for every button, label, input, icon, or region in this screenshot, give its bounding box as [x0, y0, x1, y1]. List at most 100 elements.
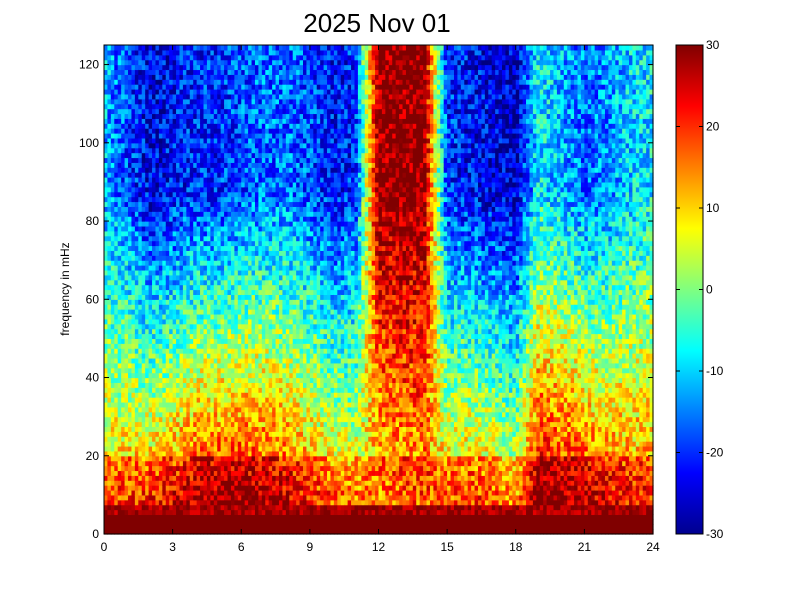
heatmap-cell	[138, 304, 143, 310]
heatmap-cell	[104, 79, 109, 85]
heatmap-cell	[152, 450, 157, 457]
heatmap-cell	[189, 318, 194, 325]
heatmap-cell	[169, 289, 174, 295]
heatmap-cell	[254, 348, 259, 354]
heatmap-cell	[224, 406, 229, 413]
heatmap-cell	[237, 509, 242, 516]
heatmap-cell	[172, 519, 177, 525]
heatmap-cell	[254, 485, 259, 491]
heatmap-cell	[237, 348, 242, 354]
heatmap-cell	[227, 206, 232, 212]
heatmap-cell	[107, 499, 112, 506]
heatmap-cell	[169, 225, 174, 232]
heatmap-cell	[121, 152, 126, 159]
heatmap-cell	[193, 362, 198, 369]
heatmap-cell	[200, 445, 205, 452]
heatmap-cell	[217, 128, 222, 134]
heatmap-cell	[251, 353, 256, 359]
heatmap-cell	[121, 157, 126, 163]
heatmap-cell	[176, 514, 181, 520]
heatmap-cell	[248, 465, 253, 472]
heatmap-cell	[258, 411, 263, 418]
heatmap-cell	[254, 172, 259, 178]
heatmap-cell	[165, 372, 170, 379]
heatmap-cell	[265, 147, 270, 154]
heatmap-cell	[227, 485, 232, 491]
heatmap-cell	[134, 250, 139, 256]
heatmap-cell	[169, 450, 174, 457]
heatmap-cell	[217, 74, 222, 80]
heatmap-cell	[176, 74, 181, 80]
heatmap-cell	[172, 289, 177, 295]
heatmap-cell	[230, 172, 235, 178]
heatmap-cell	[152, 98, 157, 105]
heatmap-cell	[182, 397, 187, 403]
heatmap-cell	[206, 529, 211, 535]
heatmap-cell	[196, 450, 201, 457]
heatmap-cell	[206, 514, 211, 520]
heatmap-cell	[261, 235, 266, 242]
heatmap-cell	[186, 64, 191, 71]
heatmap-cell	[131, 333, 136, 339]
heatmap-cell	[138, 343, 143, 349]
heatmap-cell	[117, 367, 122, 374]
heatmap-cell	[169, 230, 174, 237]
heatmap-cell	[193, 289, 198, 295]
heatmap-cell	[186, 524, 191, 530]
heatmap-cell	[110, 519, 115, 525]
heatmap-cell	[128, 318, 133, 325]
heatmap-cell	[230, 118, 235, 124]
heatmap-cell	[128, 529, 133, 535]
heatmap-cell	[172, 328, 177, 335]
heatmap-cell	[251, 225, 256, 232]
heatmap-cell	[241, 206, 246, 212]
heatmap-cell	[227, 299, 232, 305]
heatmap-cell	[213, 529, 218, 535]
heatmap-cell	[224, 431, 229, 437]
heatmap-cell	[251, 89, 256, 95]
heatmap-cell	[244, 206, 249, 212]
heatmap-cell	[172, 260, 177, 266]
heatmap-cell	[141, 230, 146, 237]
heatmap-cell	[186, 250, 191, 256]
heatmap-cell	[162, 509, 167, 516]
heatmap-cell	[162, 186, 167, 193]
heatmap-cell	[272, 177, 277, 183]
heatmap-cell	[237, 250, 242, 256]
heatmap-cell	[254, 54, 259, 61]
heatmap-cell	[104, 323, 109, 330]
heatmap-cell	[176, 509, 181, 516]
heatmap-cell	[227, 387, 232, 393]
heatmap-cell	[165, 206, 170, 212]
heatmap-cell	[134, 133, 139, 139]
heatmap-cell	[196, 167, 201, 173]
heatmap-cell	[172, 74, 177, 80]
heatmap-cell	[117, 118, 122, 124]
heatmap-cell	[152, 299, 157, 305]
heatmap-cell	[104, 353, 109, 359]
heatmap-cell	[128, 343, 133, 349]
heatmap-cell	[110, 318, 115, 325]
heatmap-cell	[210, 191, 215, 198]
heatmap-cell	[213, 299, 218, 305]
heatmap-cell	[265, 333, 270, 339]
heatmap-cell	[162, 225, 167, 232]
heatmap-cell	[241, 294, 246, 300]
heatmap-cell	[210, 406, 215, 413]
heatmap-cell	[237, 480, 242, 486]
heatmap-cell	[176, 401, 181, 408]
heatmap-cell	[121, 455, 126, 462]
heatmap-cell	[244, 529, 249, 535]
heatmap-cell	[134, 177, 139, 183]
heatmap-cell	[141, 284, 146, 291]
heatmap-cell	[224, 309, 229, 315]
heatmap-cell	[121, 328, 126, 335]
heatmap-cell	[272, 137, 277, 144]
heatmap-cell	[162, 230, 167, 237]
heatmap-cell	[261, 206, 266, 212]
heatmap-cell	[189, 489, 194, 496]
heatmap-cell	[200, 133, 205, 139]
heatmap-cell	[261, 181, 266, 188]
heatmap-cell	[145, 362, 150, 369]
heatmap-cell	[248, 123, 253, 129]
